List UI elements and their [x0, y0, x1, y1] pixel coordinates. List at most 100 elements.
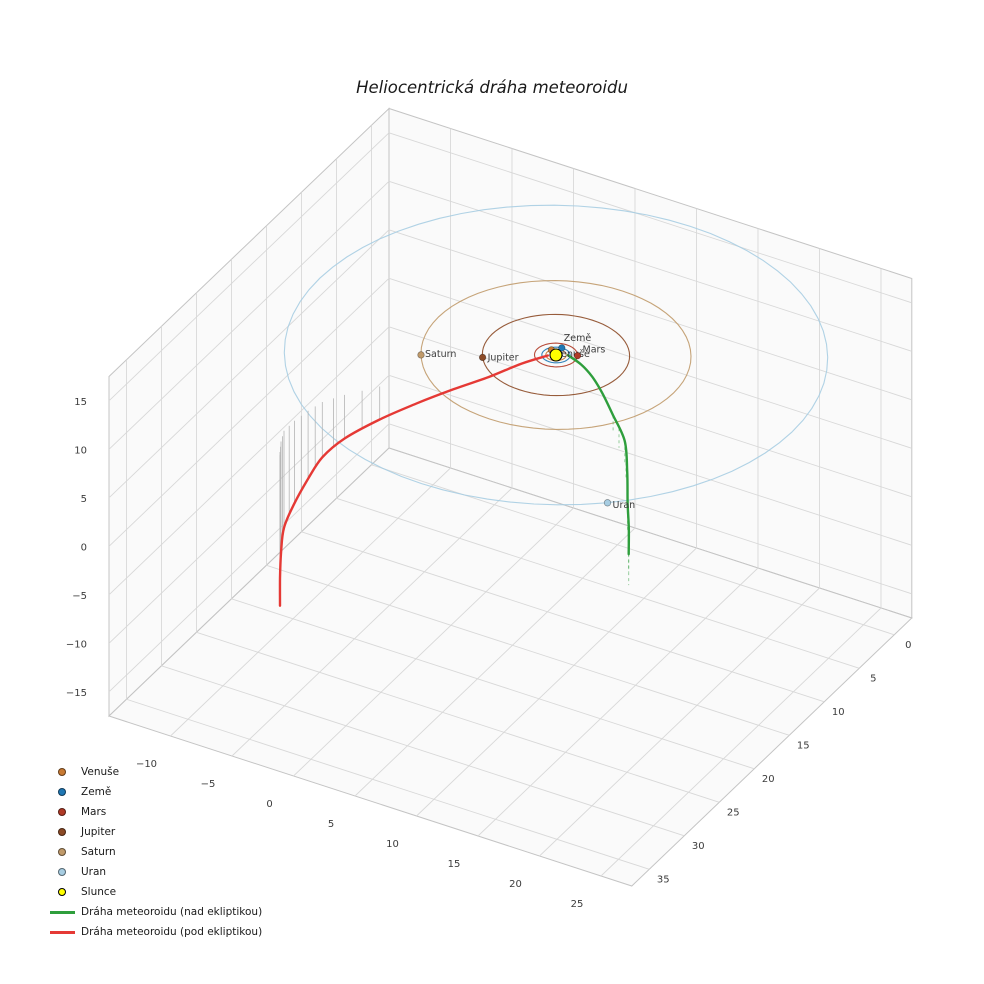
meteoroid-below-path: [278, 354, 549, 607]
legend-label: Saturn: [81, 846, 116, 858]
z-tick-label: 0: [81, 542, 87, 553]
planet-label: Země: [564, 333, 592, 344]
legend-marker-cell: [48, 768, 76, 776]
legend-item: Dráha meteoroidu (pod ekliptikou): [48, 922, 262, 942]
grid-line: [388, 180, 912, 352]
legend-label: Jupiter: [81, 826, 116, 838]
legend-label: Slunce: [81, 886, 117, 898]
y-tick-label: 5: [870, 673, 876, 684]
legend-marker-cell: [48, 788, 76, 796]
grid-line: [388, 132, 912, 304]
legend-marker-cell: [48, 930, 76, 934]
orbit-path: [533, 342, 579, 368]
grid-line: [108, 423, 390, 693]
planet-label: Venuše: [555, 349, 590, 360]
x-tick-label: 5: [328, 819, 334, 830]
grid-line: [108, 326, 390, 596]
legend-marker-cell: [48, 808, 76, 816]
grid-line: [416, 547, 697, 817]
x-tick-label: −5: [201, 779, 216, 790]
grid-line: [336, 497, 860, 669]
planet-marker: [603, 499, 612, 507]
legend-marker-cell: [48, 868, 76, 876]
y-tick-label: 35: [657, 874, 670, 885]
sun-marker: [549, 348, 563, 362]
legend-label: Dráha meteoroidu (nad ekliptikou): [81, 906, 263, 918]
legend-marker-cell: [48, 828, 76, 836]
grid-line: [108, 229, 390, 499]
planet-label: Saturn: [425, 349, 456, 360]
grid-line: [231, 487, 513, 757]
legend-item: Jupiter: [48, 822, 262, 842]
grid-line: [170, 467, 451, 737]
x-tick-label: 15: [448, 859, 461, 870]
grid-line: [388, 229, 912, 401]
grid-line: [354, 527, 636, 797]
legend-label: Venuše: [81, 766, 120, 778]
pane-floor: [108, 447, 913, 887]
meteoroid-above-path: [566, 354, 631, 556]
legend-dot-icon: [58, 868, 66, 876]
chart-title: Heliocentrická dráha meteoroidu: [356, 78, 628, 97]
planet-label: Mars: [583, 345, 606, 356]
legend-dot-icon: [58, 828, 66, 836]
orbit-path: [420, 280, 692, 430]
legend-label: Dráha meteoroidu (pod ekliptikou): [81, 926, 263, 938]
legend-item: Země: [48, 782, 262, 802]
x-tick-label: 0: [266, 799, 272, 810]
legend-dot-icon: [58, 848, 66, 856]
legend-marker-cell: [48, 888, 76, 896]
legend-marker-cell: [48, 848, 76, 856]
y-tick-label: 10: [832, 707, 845, 718]
x-tick-label: 10: [386, 839, 399, 850]
x-tick-label: 25: [571, 899, 584, 910]
orbit-path: [481, 313, 631, 397]
planet-label: Jupiter: [487, 352, 519, 363]
planet-marker: [478, 353, 487, 362]
grid-line: [108, 374, 390, 644]
grid-line: [388, 326, 912, 498]
grid-line: [539, 587, 820, 857]
legend: Venuše Země Mars Jupiter Saturn Uran Slunce Drá…: [48, 762, 262, 942]
z-tick-label: 10: [74, 445, 87, 456]
legend-item: Dráha meteoroidu (nad ekliptikou): [48, 902, 262, 922]
planet-marker: [573, 352, 582, 360]
orbit-path: [541, 346, 571, 364]
legend-marker-cell: [48, 910, 76, 914]
grid-line: [108, 180, 390, 450]
grid-line: [161, 665, 685, 837]
legend-item: Slunce: [48, 882, 262, 902]
grid-line: [266, 564, 790, 736]
grid-line: [293, 507, 574, 777]
legend-label: Země: [81, 786, 112, 798]
planet-marker: [417, 351, 425, 359]
grid-line: [600, 607, 882, 877]
z-tick-label: 15: [74, 397, 87, 408]
legend-dot-icon: [58, 888, 66, 896]
x-tick-label: 20: [509, 879, 522, 890]
grid-line: [108, 132, 390, 402]
legend-dot-icon: [58, 768, 66, 776]
planet-marker: [558, 344, 566, 352]
y-tick-label: 30: [692, 841, 705, 852]
legend-item: Uran: [48, 862, 262, 882]
z-tick-label: −15: [66, 688, 87, 699]
z-tick-label: −10: [66, 639, 87, 650]
legend-label: Mars: [81, 806, 107, 818]
planet-label: Uran: [613, 500, 636, 511]
legend-line-icon: [49, 910, 75, 914]
grid-line: [196, 631, 720, 803]
z-tick-label: −5: [72, 591, 87, 602]
legend-item: Saturn: [48, 842, 262, 862]
y-tick-label: 0: [905, 640, 911, 651]
y-tick-label: 20: [762, 774, 775, 785]
y-tick-label: 15: [797, 740, 810, 751]
grid-line: [477, 567, 759, 837]
grid-line: [388, 423, 912, 595]
grid-line: [388, 374, 912, 546]
legend-dot-icon: [58, 808, 66, 816]
grid-line: [126, 698, 650, 870]
x-tick-label: −10: [136, 759, 157, 770]
